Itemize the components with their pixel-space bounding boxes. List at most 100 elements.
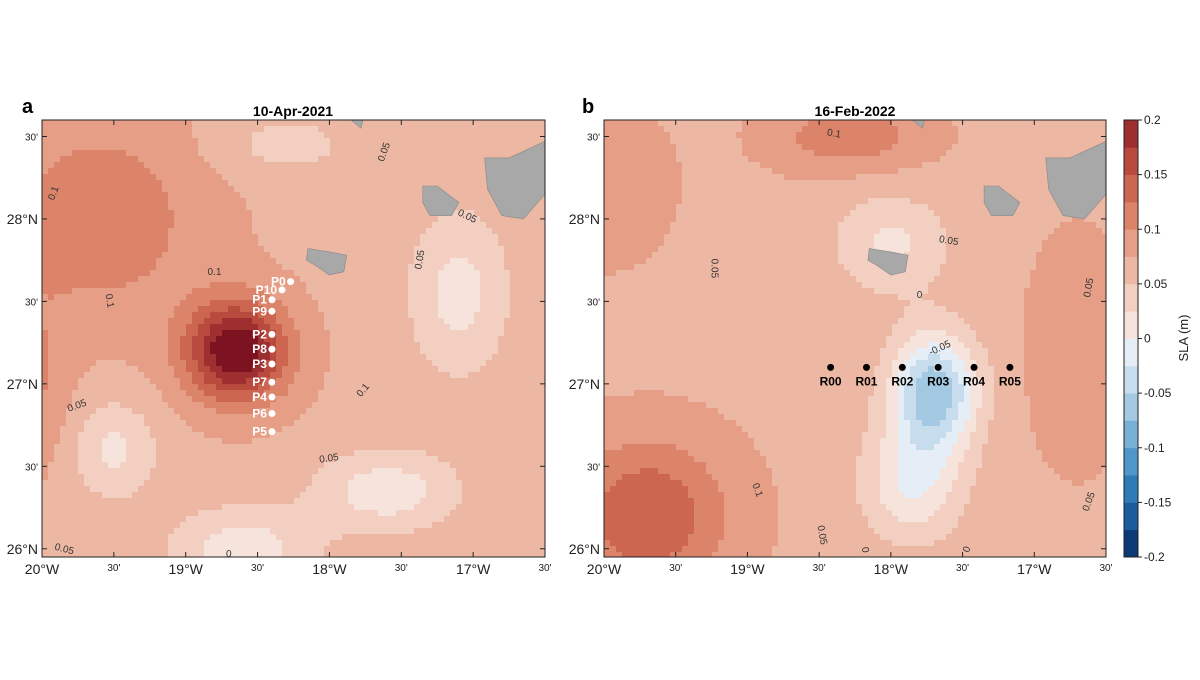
sla-cell (462, 156, 469, 163)
sla-cell (366, 348, 373, 355)
sla-cell (66, 312, 73, 319)
sla-cell (96, 330, 103, 337)
sla-cell (138, 462, 145, 469)
sla-cell (234, 432, 241, 439)
sla-cell (372, 336, 379, 343)
sla-cell (378, 450, 385, 457)
sla-cell (336, 456, 343, 463)
sla-cell (180, 306, 187, 313)
sla-cell (528, 210, 535, 217)
sla-cell (126, 354, 133, 361)
sla-cell (528, 402, 535, 409)
sla-cell (102, 282, 109, 289)
sla-cell (510, 444, 517, 451)
sla-cell (78, 324, 85, 331)
sla-cell (420, 336, 427, 343)
sla-cell (114, 174, 121, 181)
sla-cell (144, 438, 151, 445)
sla-cell (504, 282, 511, 289)
sla-cell (90, 168, 97, 175)
sla-cell (168, 444, 175, 451)
sla-cell (510, 450, 517, 457)
sla-cell (216, 450, 223, 457)
sla-cell (96, 384, 103, 391)
sla-cell (354, 174, 361, 181)
sla-cell (300, 312, 307, 319)
sla-cell (432, 408, 439, 415)
sla-cell (276, 222, 283, 229)
sla-cell (276, 420, 283, 427)
sla-cell (294, 252, 301, 259)
sla-cell (354, 306, 361, 313)
sla-cell (456, 126, 463, 133)
sla-cell (288, 264, 295, 271)
sla-cell (516, 144, 523, 151)
sla-cell (486, 258, 493, 265)
sla-cell (168, 288, 175, 295)
sla-cell (402, 192, 409, 199)
sla-cell (192, 468, 199, 475)
sla-cell (480, 366, 487, 373)
sla-cell (462, 288, 469, 295)
sla-cell (318, 384, 325, 391)
sla-cell (252, 120, 259, 127)
sla-cell (132, 246, 139, 253)
sla-cell (120, 186, 127, 193)
sla-cell (132, 138, 139, 145)
sla-cell (234, 324, 241, 331)
sla-cell (234, 168, 241, 175)
sla-cell (132, 312, 139, 319)
sla-cell (336, 294, 343, 301)
sla-cell (180, 324, 187, 331)
sla-cell (462, 198, 469, 205)
sla-cell (234, 444, 241, 451)
sla-cell (492, 150, 499, 157)
sla-cell (240, 414, 247, 421)
sla-cell (276, 408, 283, 415)
sla-cell (132, 300, 139, 307)
sla-cell (534, 444, 541, 451)
sla-cell (456, 282, 463, 289)
sla-cell (366, 270, 373, 277)
sla-cell (240, 228, 247, 235)
sla-cell (474, 246, 481, 253)
sla-cell (444, 228, 451, 235)
sla-cell (120, 270, 127, 277)
sla-cell (438, 396, 445, 403)
sla-cell (288, 354, 295, 361)
sla-cell (246, 384, 253, 391)
sla-cell (516, 414, 523, 421)
sla-cell (180, 354, 187, 361)
sla-cell (354, 438, 361, 445)
sla-cell (462, 420, 469, 427)
sla-cell (198, 378, 205, 385)
sla-cell (144, 444, 151, 451)
sla-cell (138, 228, 145, 235)
sla-cell (246, 432, 253, 439)
sla-cell (474, 462, 481, 469)
sla-cell (264, 318, 271, 325)
sla-cell (252, 276, 259, 283)
sla-cell (312, 162, 319, 169)
sla-cell (162, 390, 169, 397)
sla-cell (252, 258, 259, 265)
sla-cell (258, 372, 265, 379)
sla-cell (474, 234, 481, 241)
sla-cell (360, 240, 367, 247)
sla-cell (540, 468, 545, 475)
sla-cell (204, 456, 211, 463)
sla-cell (438, 450, 445, 457)
sla-cell (240, 384, 247, 391)
sla-cell (78, 180, 85, 187)
sla-cell (42, 450, 49, 457)
sla-cell (144, 240, 151, 247)
sla-cell (486, 216, 493, 223)
sla-cell (180, 252, 187, 259)
sla-cell (216, 432, 223, 439)
sla-cell (192, 372, 199, 379)
sla-cell (72, 276, 79, 283)
sla-cell (348, 168, 355, 175)
sla-cell (60, 168, 67, 175)
sla-cell (234, 390, 241, 397)
sla-cell (348, 270, 355, 277)
